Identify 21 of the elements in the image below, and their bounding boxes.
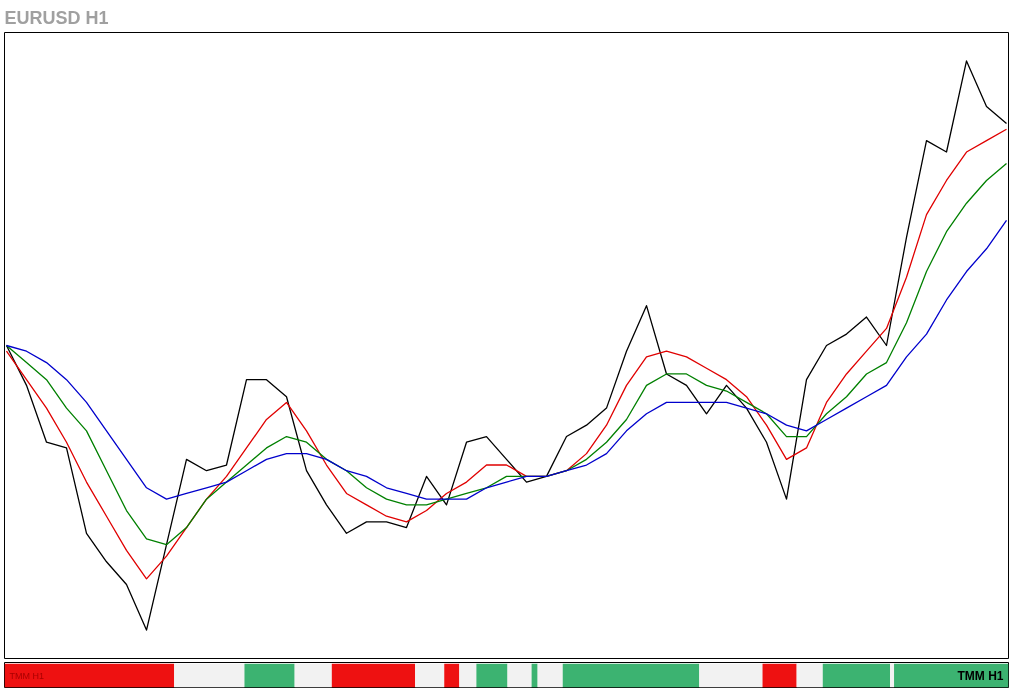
bar: [415, 663, 445, 688]
bar: [531, 663, 538, 688]
annotation: TMM H1: [9, 670, 45, 681]
bar: [444, 663, 460, 688]
bar: [459, 663, 477, 688]
bar: [537, 663, 563, 688]
bar: [174, 663, 245, 688]
bar: [890, 663, 895, 688]
bar: [244, 663, 295, 688]
bar: [507, 663, 532, 688]
bar: [762, 663, 797, 688]
bar: [822, 663, 891, 688]
bar: [294, 663, 332, 688]
bar: [796, 663, 823, 688]
bar: [699, 663, 763, 688]
bar: [476, 663, 508, 688]
annotation: TMM H1: [957, 668, 1004, 683]
bar: [331, 663, 416, 688]
chart-title: EURUSD H1: [4, 7, 109, 28]
bar: [562, 663, 700, 688]
bar: [4, 663, 175, 688]
